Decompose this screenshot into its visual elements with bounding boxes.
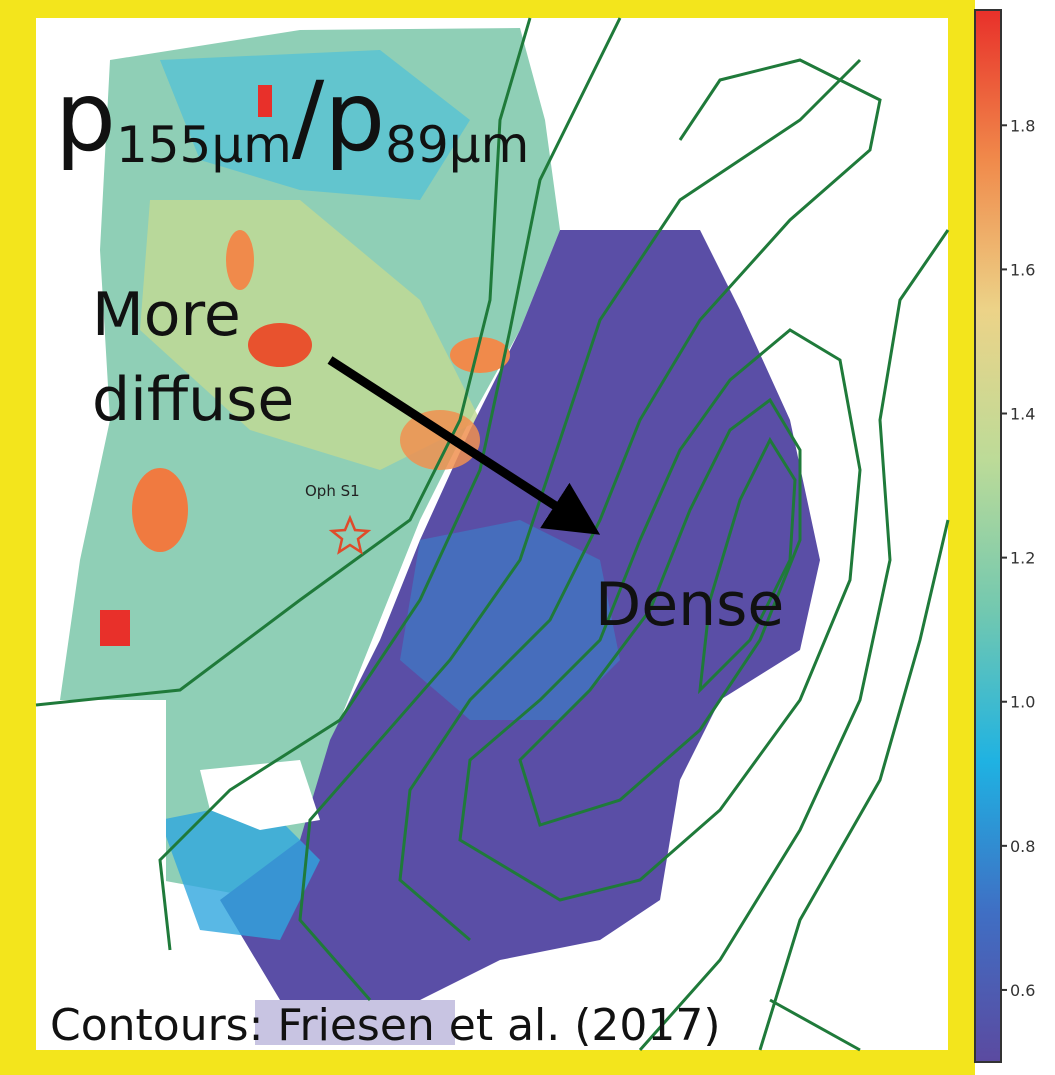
title-part: /p (292, 61, 385, 173)
annotation: Oph S1 (305, 482, 360, 500)
tick-label: 1.6 (1010, 260, 1035, 279)
tick-label: 1.0 (1010, 693, 1035, 712)
colorbar (975, 10, 1001, 1062)
tick-label: 1.8 (1010, 116, 1035, 135)
tick-label: 1.4 (1010, 405, 1035, 424)
gap (36, 700, 166, 1050)
caption: Contours: Friesen et al. (2017) (50, 1000, 721, 1051)
hot-spot (248, 323, 312, 367)
annotation: Dense (595, 570, 784, 640)
title-part: 155μm (116, 116, 292, 174)
tick-label: 0.8 (1010, 837, 1035, 856)
annotation: diffuse (92, 365, 294, 435)
chart: p155μm/p89μm More diffuse Dense Oph S1 C… (0, 0, 1055, 1075)
title-part: p (55, 61, 116, 173)
hot-spot (100, 610, 130, 646)
hot-spot (258, 85, 272, 117)
tick-label: 1.2 (1010, 549, 1035, 568)
title-part: 89μm (385, 116, 529, 174)
annotation: More (92, 280, 241, 350)
hot-spot (132, 468, 188, 552)
tick-label: 0.6 (1010, 981, 1035, 1000)
